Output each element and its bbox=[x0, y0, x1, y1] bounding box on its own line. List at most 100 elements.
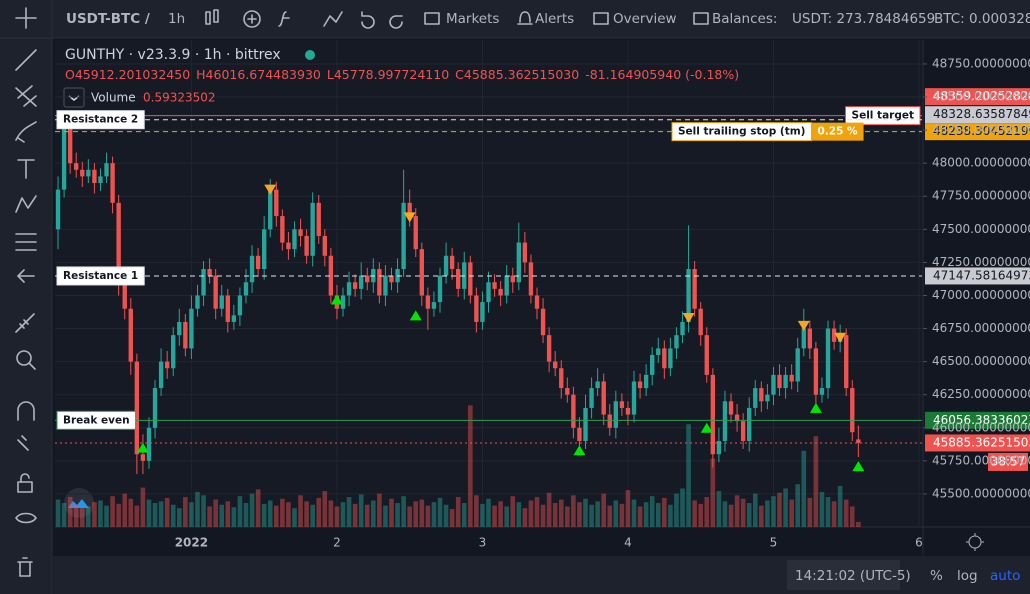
footer-log[interactable]: log bbox=[957, 568, 978, 584]
volume-bar bbox=[371, 500, 376, 527]
magnet-icon[interactable] bbox=[17, 401, 35, 421]
eye-icon[interactable] bbox=[15, 512, 37, 524]
candle-body bbox=[237, 295, 243, 316]
undo-icon[interactable] bbox=[361, 11, 375, 29]
volume-bar bbox=[837, 485, 843, 527]
countdown: 38:57 bbox=[991, 454, 1026, 468]
candle-body bbox=[401, 202, 406, 270]
volume-bar bbox=[710, 458, 716, 527]
candles-icon[interactable] bbox=[205, 11, 211, 25]
candle-body bbox=[613, 401, 619, 428]
candle-body bbox=[419, 249, 424, 296]
toolbar-btc[interactable]: BTC: 0.0003285 bbox=[934, 11, 1030, 27]
candle-body bbox=[734, 414, 740, 422]
volume-bar bbox=[104, 505, 109, 527]
level-axis-tag bbox=[925, 88, 1030, 106]
balances-icon[interactable] bbox=[693, 12, 709, 25]
volume-bar bbox=[383, 505, 388, 527]
candle-body bbox=[668, 348, 673, 369]
candle-body bbox=[61, 123, 67, 190]
candle-body bbox=[298, 229, 303, 236]
toolbar-balances[interactable]: Balances: bbox=[712, 11, 777, 27]
candle-body bbox=[777, 374, 782, 389]
candle-body bbox=[589, 388, 594, 408]
candle-body bbox=[692, 269, 697, 309]
sidebar bbox=[0, 0, 52, 594]
candle-body bbox=[243, 282, 249, 296]
volume-bar bbox=[243, 503, 249, 527]
volume-bar bbox=[674, 493, 679, 527]
overview-icon[interactable] bbox=[593, 12, 609, 25]
pattern-icon[interactable] bbox=[15, 195, 37, 213]
y-tick-label: 47000.000000000 bbox=[932, 288, 1030, 302]
volume-bar bbox=[474, 495, 479, 527]
settings-icon[interactable] bbox=[966, 533, 984, 551]
add-indicator-plus bbox=[247, 14, 257, 24]
y-tick-label: 48000.000000000 bbox=[932, 156, 1030, 170]
add-indicator-icon[interactable] bbox=[243, 10, 261, 28]
footer-percent[interactable]: % bbox=[930, 568, 943, 584]
ruler-icon[interactable] bbox=[15, 313, 35, 333]
volume-bar bbox=[795, 484, 801, 527]
candle-body bbox=[686, 269, 691, 322]
level-axis-label: 45885.362515030 bbox=[933, 435, 1030, 449]
level-layer: 48359.202528283 Sell target 48328.63587849… bbox=[55, 88, 1030, 471]
buy-marker bbox=[409, 310, 422, 321]
candle-body bbox=[480, 302, 485, 322]
x-tick-label: 4 bbox=[624, 536, 632, 550]
compare-icon[interactable] bbox=[323, 11, 343, 27]
fib-icon[interactable] bbox=[15, 85, 37, 107]
prediction-icon[interactable] bbox=[15, 233, 37, 251]
toolbar-overview[interactable]: Overview bbox=[613, 11, 677, 27]
candle-body bbox=[365, 275, 370, 283]
lock-icon[interactable] bbox=[17, 481, 33, 493]
volume-bar bbox=[273, 505, 279, 527]
toolbar-symbol[interactable]: USDT-BTC / bbox=[66, 11, 150, 27]
redo-icon[interactable] bbox=[389, 15, 403, 29]
candle-body bbox=[856, 439, 861, 443]
text-icon[interactable] bbox=[17, 159, 35, 179]
toolbar-markets[interactable]: Markets bbox=[446, 11, 499, 27]
lock-draw-icon[interactable] bbox=[17, 435, 29, 451]
y-tick-label: 45750.000000000 bbox=[932, 453, 1030, 467]
status-value: O45912.201032450 bbox=[65, 67, 190, 82]
volume-bar bbox=[455, 497, 461, 527]
volume-bar bbox=[346, 497, 352, 527]
brush-icon[interactable] bbox=[15, 121, 37, 143]
volume-bar bbox=[322, 491, 328, 527]
buy-marker bbox=[809, 402, 822, 413]
volume-bar bbox=[649, 496, 655, 527]
y-tick-label: 46000.000000000 bbox=[932, 420, 1030, 434]
volume-bar bbox=[807, 497, 813, 527]
candle-body bbox=[116, 202, 121, 283]
volume-bar bbox=[140, 487, 146, 527]
alerts-icon[interactable] bbox=[517, 11, 533, 25]
volume-bar bbox=[340, 502, 346, 527]
volume-value: 0.59323502 bbox=[143, 91, 216, 105]
fx-icon[interactable] bbox=[278, 11, 290, 27]
zoom-icon[interactable] bbox=[16, 350, 32, 366]
volume-bar bbox=[734, 495, 740, 527]
x-tick-label: 2022 bbox=[175, 536, 208, 550]
markets-icon[interactable] bbox=[424, 12, 440, 25]
candle-body bbox=[158, 361, 164, 389]
level-tag: Break even bbox=[63, 414, 130, 426]
candle-body bbox=[825, 328, 831, 389]
back-icon[interactable] bbox=[17, 269, 35, 283]
toolbar-usdt[interactable]: USDT: 273.78484659 bbox=[792, 11, 935, 27]
volume-bar bbox=[777, 492, 782, 527]
volume-name: Volume bbox=[91, 91, 136, 105]
candle-body bbox=[559, 368, 564, 389]
lock-shackle bbox=[20, 473, 30, 483]
toolbar-interval[interactable]: 1h bbox=[168, 11, 185, 27]
volume-bar bbox=[558, 499, 564, 527]
trendline-icon[interactable] bbox=[15, 49, 37, 71]
candle-body bbox=[431, 302, 437, 309]
candle-body bbox=[553, 361, 558, 369]
trash-icon[interactable] bbox=[17, 557, 33, 577]
toolbar-alerts[interactable]: Alerts bbox=[535, 11, 574, 27]
footer-auto[interactable]: auto bbox=[990, 568, 1020, 584]
crosshair-icon[interactable] bbox=[15, 7, 37, 29]
candle-body bbox=[140, 454, 146, 461]
